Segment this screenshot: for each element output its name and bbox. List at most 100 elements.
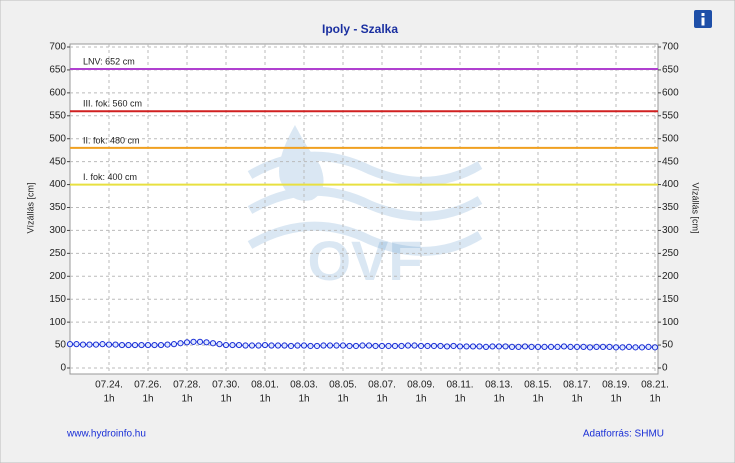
data-point xyxy=(515,343,522,351)
data-point xyxy=(625,343,633,351)
data-point xyxy=(391,342,399,350)
data-point xyxy=(79,341,87,348)
data-point xyxy=(606,343,613,351)
y2-tick-label: 100 xyxy=(662,317,679,328)
x-tick-sublabel: 1h xyxy=(181,394,192,405)
chart-title: Ipoly - Szalka xyxy=(322,22,398,36)
data-point xyxy=(196,338,204,345)
info-icon[interactable] xyxy=(694,10,712,28)
data-point xyxy=(105,341,113,348)
x-tick-label: 08.19. xyxy=(602,380,630,391)
y2-tick-label: 250 xyxy=(662,248,679,259)
x-tick-label: 08.17. xyxy=(563,380,591,391)
data-point xyxy=(593,343,600,351)
y2-tick-label: 650 xyxy=(662,65,679,76)
data-point xyxy=(430,342,438,350)
y-tick-label: 300 xyxy=(49,225,66,236)
data-point xyxy=(209,340,217,347)
y-tick-label: 600 xyxy=(49,87,66,98)
data-point xyxy=(326,342,334,349)
data-point xyxy=(567,343,574,351)
y2-tick-label: 350 xyxy=(662,202,679,213)
data-point xyxy=(339,342,347,349)
x-tick-sublabel: 1h xyxy=(142,394,153,405)
data-point xyxy=(599,343,607,351)
data-point xyxy=(229,341,236,349)
x-tick-sublabel: 1h xyxy=(493,394,504,405)
data-point xyxy=(619,344,626,351)
data-point xyxy=(554,343,561,351)
data-point xyxy=(300,342,308,349)
data-point xyxy=(261,341,269,349)
data-point xyxy=(190,338,197,345)
watermark-logo xyxy=(247,125,483,256)
data-point xyxy=(586,344,594,351)
data-point xyxy=(534,343,542,351)
x-tick-sublabel: 1h xyxy=(610,394,621,405)
x-tick-label: 08.15. xyxy=(524,380,552,391)
y-axis-label: Vízállás [cm] xyxy=(25,182,35,233)
data-point xyxy=(222,341,230,349)
data-point xyxy=(638,344,646,351)
data-point xyxy=(580,343,587,351)
x-tick-label: 08.01. xyxy=(251,380,279,391)
data-point xyxy=(99,341,106,348)
y-tick-label: 700 xyxy=(49,42,66,53)
data-point xyxy=(378,342,386,350)
plot-area xyxy=(69,43,659,375)
x-tick-sublabel: 1h xyxy=(415,394,426,405)
y-tick-label: 250 xyxy=(49,248,66,259)
x-tick-label: 08.13. xyxy=(485,380,513,391)
data-point xyxy=(489,343,496,350)
data-point xyxy=(469,343,477,350)
y2-tick-label: 550 xyxy=(662,110,679,121)
data-point xyxy=(216,341,223,348)
x-tick-sublabel: 1h xyxy=(376,394,387,405)
watermark: OVF xyxy=(307,229,422,292)
data-point xyxy=(346,342,353,350)
x-tick-sublabel: 1h xyxy=(532,394,543,405)
data-point xyxy=(443,343,451,350)
y-tick-label: 450 xyxy=(49,156,66,167)
data-point xyxy=(112,341,119,348)
data-point xyxy=(274,342,282,349)
y-tick-label: 500 xyxy=(49,133,66,144)
x-tick-label: 07.24. xyxy=(95,380,123,391)
data-point xyxy=(417,342,425,350)
y-tick-label: 100 xyxy=(49,317,66,328)
data-point xyxy=(359,342,366,349)
data-point xyxy=(294,342,301,349)
data-point xyxy=(164,341,171,348)
y-tick-label: 0 xyxy=(60,363,66,374)
y2-tick-label: 50 xyxy=(662,340,674,351)
footer-link[interactable]: www.hydroinfo.hu xyxy=(66,429,146,440)
x-tick-sublabel: 1h xyxy=(103,394,114,405)
data-point xyxy=(118,341,126,349)
x-tick-sublabel: 1h xyxy=(454,394,465,405)
data-point xyxy=(502,343,509,350)
x-tick-label: 07.26. xyxy=(134,380,162,391)
data-point xyxy=(177,340,184,347)
data-point xyxy=(307,342,314,350)
data-point xyxy=(404,342,412,349)
data-point xyxy=(138,341,145,349)
y2-tick-label: 500 xyxy=(662,133,679,144)
x-tick-label: 07.30. xyxy=(212,380,240,391)
data-point xyxy=(541,343,548,351)
data-point xyxy=(463,343,470,350)
footer-source: Adatforrás: SHMU xyxy=(583,429,664,440)
y-tick-label: 150 xyxy=(49,294,66,305)
data-point xyxy=(86,341,93,348)
data-point xyxy=(450,342,457,350)
data-point xyxy=(365,342,373,349)
data-point xyxy=(547,343,555,351)
x-tick-sublabel: 1h xyxy=(337,394,348,405)
data-point xyxy=(151,341,158,349)
data-point xyxy=(125,341,132,349)
data-point xyxy=(73,341,80,348)
threshold-label: II. fok: 480 cm xyxy=(83,135,140,145)
x-tick-label: 07.28. xyxy=(173,380,201,391)
y2-tick-label: 150 xyxy=(662,294,679,305)
data-point xyxy=(573,343,581,351)
